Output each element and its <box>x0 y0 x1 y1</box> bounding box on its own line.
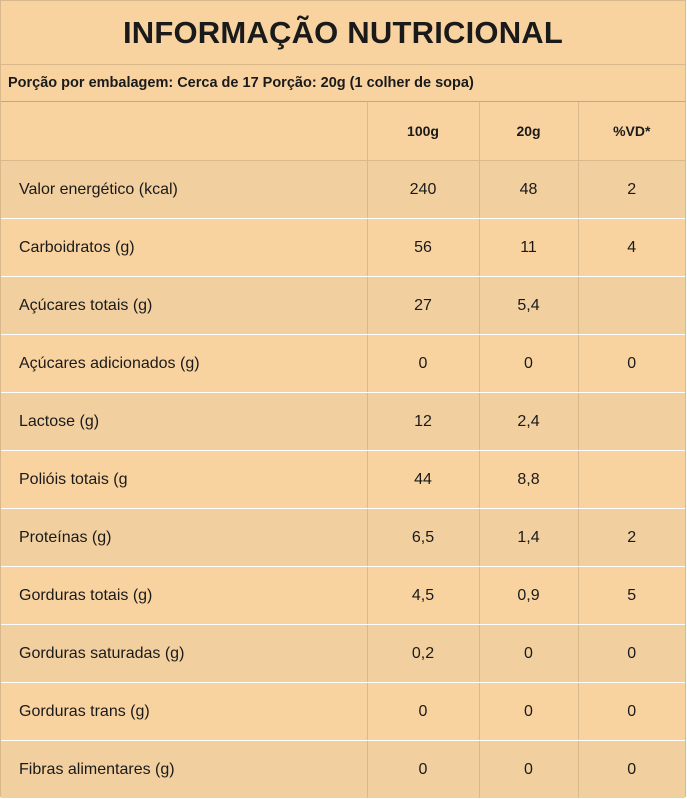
value-vd <box>578 276 685 335</box>
value-100g: 4,5 <box>367 566 480 625</box>
value-vd: 0 <box>578 334 685 393</box>
table-row: Gorduras totais (g) 4,5 0,9 5 <box>1 566 685 625</box>
value-20g: 0 <box>479 682 579 741</box>
table-row: Lactose (g) 12 2,4 <box>1 392 685 451</box>
nutrient-name: Polióis totais (g <box>1 450 368 509</box>
label-title: INFORMAÇÃO NUTRICIONAL <box>1 1 685 65</box>
value-20g: 48 <box>479 160 579 219</box>
value-100g: 44 <box>367 450 480 509</box>
value-100g: 240 <box>367 160 480 219</box>
header-row: 100g 20g %VD* <box>1 102 685 161</box>
nutrient-name: Carboidratos (g) <box>1 218 368 277</box>
header-100g: 100g <box>367 102 480 161</box>
value-20g: 5,4 <box>479 276 579 335</box>
value-100g: 0 <box>367 334 480 393</box>
value-20g: 0,9 <box>479 566 579 625</box>
table-row: Polióis totais (g 44 8,8 <box>1 450 685 509</box>
header-vd: %VD* <box>578 102 685 161</box>
value-20g: 8,8 <box>479 450 579 509</box>
nutrient-name: Lactose (g) <box>1 392 368 451</box>
value-20g: 11 <box>479 218 579 277</box>
nutrient-name: Valor energético (kcal) <box>1 160 368 219</box>
value-vd <box>578 450 685 509</box>
nutrient-name: Açúcares totais (g) <box>1 276 368 335</box>
nutrient-name: Gorduras trans (g) <box>1 682 368 741</box>
nutrient-name: Proteínas (g) <box>1 508 368 567</box>
value-20g: 2,4 <box>479 392 579 451</box>
value-vd: 0 <box>578 740 685 799</box>
value-100g: 12 <box>367 392 480 451</box>
nutrient-name: Gorduras saturadas (g) <box>1 624 368 683</box>
value-100g: 0,2 <box>367 624 480 683</box>
value-100g: 0 <box>367 740 480 799</box>
value-vd: 2 <box>578 508 685 567</box>
nutrition-table: 100g 20g %VD* Valor energético (kcal) 24… <box>1 102 685 799</box>
table-row: Gorduras trans (g) 0 0 0 <box>1 682 685 741</box>
value-vd <box>578 392 685 451</box>
value-20g: 0 <box>479 740 579 799</box>
table-row: Carboidratos (g) 56 11 4 <box>1 218 685 277</box>
nutrient-name: Gorduras totais (g) <box>1 566 368 625</box>
value-100g: 6,5 <box>367 508 480 567</box>
value-vd: 4 <box>578 218 685 277</box>
value-vd: 0 <box>578 682 685 741</box>
header-nutrient <box>1 102 368 161</box>
table-row: Valor energético (kcal) 240 48 2 <box>1 160 685 219</box>
value-100g: 27 <box>367 276 480 335</box>
value-100g: 56 <box>367 218 480 277</box>
header-20g: 20g <box>479 102 579 161</box>
value-20g: 0 <box>479 624 579 683</box>
value-vd: 0 <box>578 624 685 683</box>
table-row: Açúcares adicionados (g) 0 0 0 <box>1 334 685 393</box>
table-row: Proteínas (g) 6,5 1,4 2 <box>1 508 685 567</box>
table-row: Gorduras saturadas (g) 0,2 0 0 <box>1 624 685 683</box>
table-row: Fibras alimentares (g) 0 0 0 <box>1 740 685 799</box>
value-vd: 5 <box>578 566 685 625</box>
nutrient-name: Açúcares adicionados (g) <box>1 334 368 393</box>
nutrient-name: Fibras alimentares (g) <box>1 740 368 799</box>
value-20g: 0 <box>479 334 579 393</box>
value-100g: 0 <box>367 682 480 741</box>
value-20g: 1,4 <box>479 508 579 567</box>
value-vd: 2 <box>578 160 685 219</box>
portion-info: Porção por embalagem: Cerca de 17 Porção… <box>1 65 685 102</box>
table-row: Açúcares totais (g) 27 5,4 <box>1 276 685 335</box>
